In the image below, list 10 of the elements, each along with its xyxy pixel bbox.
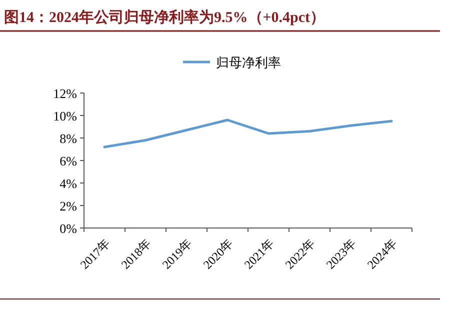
y-tick-label: 2% — [60, 198, 78, 214]
y-tick-label: 0% — [60, 221, 78, 236]
line-series — [103, 118, 393, 148]
y-tick-label: 4% — [60, 176, 78, 191]
legend-label: 归母净利率 — [216, 55, 281, 70]
y-tick-label: 6% — [60, 154, 78, 168]
y-tick-label: 8% — [60, 131, 78, 146]
y-tick-label: 12% — [53, 86, 78, 101]
chart-title: 图14：2024年公司归母净利率为9.5%（+0.4pct） — [4, 8, 326, 26]
y-tick-label: 10% — [53, 108, 78, 124]
